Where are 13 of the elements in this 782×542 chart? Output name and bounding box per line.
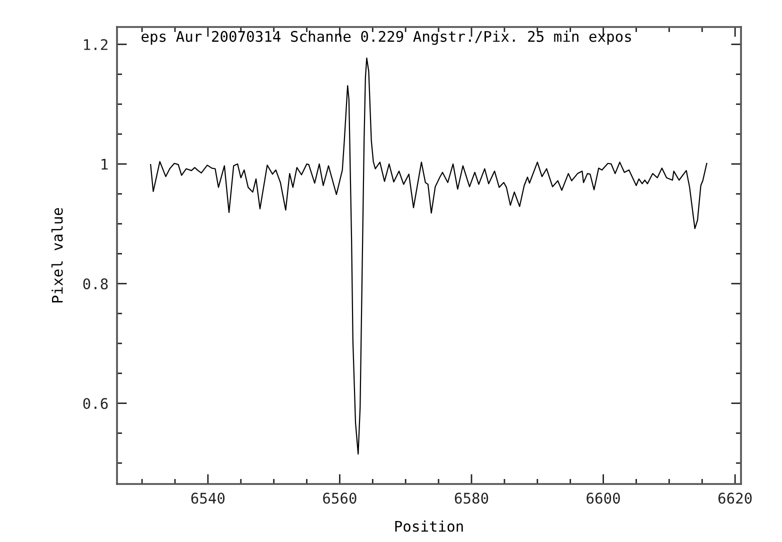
x-axis-title: Position [395,520,463,532]
x-tick-label: 6540 [191,492,225,504]
x-tick-label: 6620 [718,492,752,504]
line-series [150,58,708,455]
y-tick-label: 0.8 [83,278,108,290]
y-tick-label: 1.2 [84,39,108,50]
y-tick-label: 0.6 [83,398,108,410]
chart-title: eps Aur 20070314 Schanne 0.229 Angstr./Pix. 25 min expos [142,30,631,45]
x-tick-label: 6580 [454,492,488,504]
x-tick-label: 6600 [586,492,620,504]
x-tick-label: 6560 [323,492,356,504]
y-axis-title: Pixel value [51,208,63,302]
y-tick-label: 1 [102,158,108,170]
